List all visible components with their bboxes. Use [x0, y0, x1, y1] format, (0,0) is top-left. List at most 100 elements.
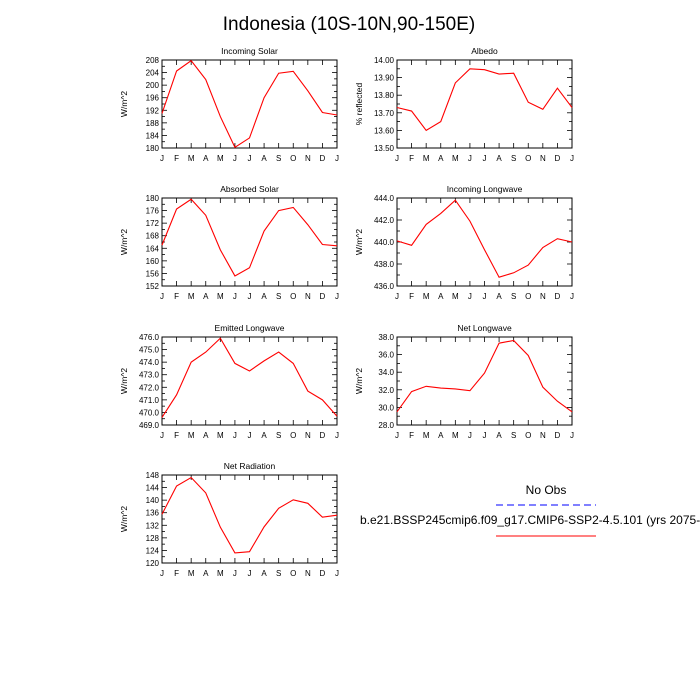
incoming-solar-xtick-label: J: [248, 154, 252, 163]
absorbed-solar-ytick-label: 176: [146, 207, 160, 216]
net-longwave-title: Net Longwave: [457, 323, 512, 333]
absorbed-solar-ylabel: W/m^2: [119, 229, 129, 255]
net-radiation-xtick-label: M: [188, 569, 195, 578]
absorbed-solar-xtick-label: F: [174, 292, 179, 301]
net-radiation-xtick-label: F: [174, 569, 179, 578]
net-longwave-xtick-label: F: [409, 431, 414, 440]
net-longwave-ytick-label: 30.0: [378, 403, 394, 412]
net-radiation-ytick-label: 128: [146, 534, 160, 543]
emitted-longwave-xtick-label: S: [276, 431, 281, 440]
emitted-longwave-ytick-label: 472.0: [139, 383, 160, 392]
absorbed-solar-xtick-label: J: [248, 292, 252, 301]
net-longwave-plot-frame: [396, 336, 573, 426]
albedo-xtick-label: J: [570, 154, 574, 163]
net-longwave-xtick-label: A: [438, 431, 444, 440]
panel-albedo: Albedo % reflected 13.50 13.60 13.70 13.80 13.…: [354, 46, 574, 163]
net-longwave-xtick-label: O: [525, 431, 531, 440]
emitted-longwave-ytick-label: 474.0: [139, 358, 160, 367]
albedo-ytick-label: 13.50: [374, 144, 395, 153]
emitted-longwave-plot-frame: [161, 336, 338, 426]
albedo-xtick-label: M: [423, 154, 430, 163]
absorbed-solar-ytick-label: 160: [146, 257, 160, 266]
net-radiation-ytick-label: 120: [146, 559, 160, 568]
incoming-solar-xtick-label: J: [335, 154, 339, 163]
net-radiation-xtick-label: A: [261, 569, 267, 578]
emitted-longwave-xtick-label: A: [203, 431, 209, 440]
legend-obs-label: No Obs: [526, 483, 567, 497]
albedo-ytick-label: 13.70: [374, 109, 395, 118]
net-longwave-ytick-label: 34.0: [378, 368, 394, 377]
net-longwave-xtick-label: J: [570, 431, 574, 440]
albedo-ytick-label: 13.60: [374, 126, 395, 135]
net-longwave-xtick-label: J: [483, 431, 487, 440]
incoming-solar-series-model: [161, 59, 338, 149]
net-radiation-xtick-label: J: [160, 569, 164, 578]
emitted-longwave-xtick-label: M: [217, 431, 224, 440]
net-longwave-series-model: [396, 339, 573, 413]
emitted-longwave-xtick-label: M: [188, 431, 195, 440]
incoming-solar-xtick-label: M: [188, 154, 195, 163]
net-radiation-ytick-label: 132: [146, 521, 160, 530]
incoming-solar-xtick-label: A: [203, 154, 209, 163]
absorbed-solar-ytick-label: 168: [146, 232, 160, 241]
net-longwave-ylabel: W/m^2: [354, 368, 364, 394]
incoming-longwave-xtick-label: F: [409, 292, 414, 301]
absorbed-solar-ytick-label: 156: [146, 269, 160, 278]
net-radiation-ytick-label: 148: [146, 471, 160, 480]
incoming-longwave-ytick-label: 442.0: [374, 216, 395, 225]
net-longwave-xtick-label: J: [395, 431, 399, 440]
albedo-xtick-label: S: [511, 154, 516, 163]
albedo-xtick-label: D: [555, 154, 561, 163]
net-radiation-xtick-label: J: [233, 569, 237, 578]
incoming-solar-xtick-label: D: [320, 154, 326, 163]
absorbed-solar-xtick-label: A: [261, 292, 267, 301]
panel-net-radiation: Net Radiation W/m^2 120 124 128 132 136 140 144 1…: [119, 461, 339, 578]
net-radiation-series-model: [161, 476, 338, 554]
net-radiation-xtick-label: N: [305, 569, 311, 578]
net-radiation-ytick-label: 140: [146, 496, 160, 505]
incoming-longwave-xtick-label: O: [525, 292, 531, 301]
incoming-solar-title: Incoming Solar: [221, 46, 278, 56]
emitted-longwave-xtick-label: J: [248, 431, 252, 440]
incoming-longwave-ytick-label: 438.0: [374, 260, 395, 269]
absorbed-solar-ytick-label: 152: [146, 282, 160, 291]
net-radiation-xtick-label: D: [320, 569, 326, 578]
incoming-solar-ytick-label: 200: [146, 81, 160, 90]
net-longwave-ytick-label: 32.0: [378, 386, 394, 395]
incoming-longwave-xtick-label: N: [540, 292, 546, 301]
emitted-longwave-ytick-label: 469.0: [139, 421, 160, 430]
absorbed-solar-ytick-label: 180: [146, 194, 160, 203]
incoming-longwave-xtick-label: J: [483, 292, 487, 301]
net-longwave-ytick-label: 28.0: [378, 421, 394, 430]
net-radiation-xtick-label: A: [203, 569, 209, 578]
net-longwave-xtick-label: A: [496, 431, 502, 440]
panel-incoming-solar: Incoming Solar W/m^2 180 184 188 192 196 200 204…: [119, 46, 339, 163]
absorbed-solar-xtick-label: S: [276, 292, 281, 301]
emitted-longwave-ylabel: W/m^2: [119, 368, 129, 394]
incoming-longwave-xtick-label: S: [511, 292, 516, 301]
albedo-title: Albedo: [471, 46, 498, 56]
absorbed-solar-plot-frame: [161, 197, 338, 287]
absorbed-solar-ytick-label: 172: [146, 219, 160, 228]
albedo-xtick-label: J: [468, 154, 472, 163]
emitted-longwave-title: Emitted Longwave: [215, 323, 285, 333]
incoming-longwave-ylabel: W/m^2: [354, 229, 364, 255]
albedo-series-model: [396, 68, 573, 132]
incoming-solar-ytick-label: 188: [146, 119, 160, 128]
incoming-longwave-xtick-label: A: [496, 292, 502, 301]
absorbed-solar-xtick-label: O: [290, 292, 296, 301]
albedo-xtick-label: J: [483, 154, 487, 163]
absorbed-solar-series-model: [161, 198, 338, 277]
albedo-xtick-label: A: [438, 154, 444, 163]
emitted-longwave-ytick-label: 473.0: [139, 371, 160, 380]
panel-incoming-longwave: Incoming Longwave W/m^2 436.0 438.0 440.0 442…: [354, 184, 574, 301]
incoming-solar-xtick-label: J: [160, 154, 164, 163]
incoming-solar-xtick-label: S: [276, 154, 281, 163]
absorbed-solar-xtick-label: J: [233, 292, 237, 301]
net-longwave-ytick-label: 36.0: [378, 351, 394, 360]
incoming-longwave-plot-frame: [396, 197, 573, 287]
albedo-xtick-label: N: [540, 154, 546, 163]
net-longwave-xtick-label: J: [468, 431, 472, 440]
incoming-solar-ylabel: W/m^2: [119, 91, 129, 117]
incoming-solar-xtick-label: N: [305, 154, 311, 163]
